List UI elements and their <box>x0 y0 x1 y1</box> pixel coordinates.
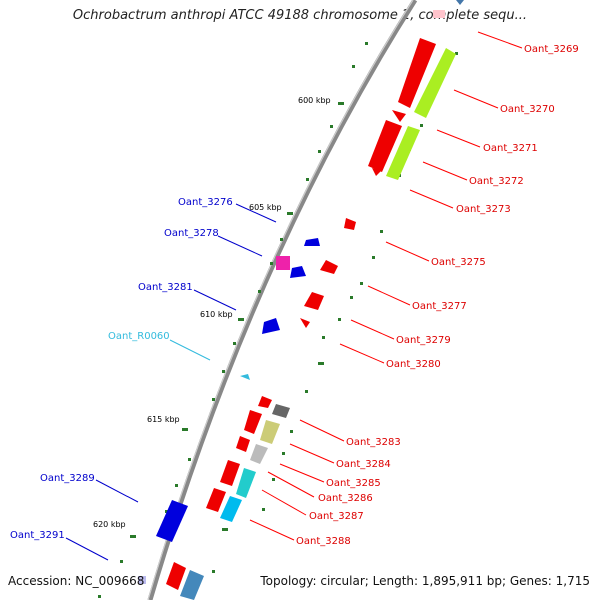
gene-label[interactable]: Oant_3269 <box>524 44 579 55</box>
gene-label[interactable]: Oant_3284 <box>336 459 391 470</box>
gene-label[interactable]: Oant_3280 <box>386 359 441 370</box>
gene-feature[interactable] <box>304 238 320 246</box>
gene-label[interactable]: Oant_3272 <box>469 176 524 187</box>
map-title: Ochrobactrum anthropi ATCC 49188 chromos… <box>72 8 528 23</box>
gene-feature[interactable] <box>236 436 250 452</box>
gene-feature[interactable] <box>276 256 290 270</box>
gene-label[interactable]: Oant_R0060 <box>108 331 170 342</box>
kbp-label: 600 kbp <box>298 96 331 105</box>
gene-feature[interactable] <box>244 410 262 434</box>
gene-label[interactable]: Oant_3289 <box>40 473 95 484</box>
gene-feature[interactable] <box>272 404 290 418</box>
gene-label[interactable]: Oant_3271 <box>483 143 538 154</box>
gene-feature[interactable] <box>300 318 310 328</box>
gene-feature[interactable] <box>386 126 420 180</box>
kbp-label: 620 kbp <box>93 520 126 529</box>
gene-feature[interactable] <box>304 292 324 310</box>
forward-genes <box>166 0 464 600</box>
gene-feature[interactable] <box>138 576 146 584</box>
gene-feature[interactable] <box>456 0 464 5</box>
gene-feature[interactable] <box>240 374 250 380</box>
gene-label[interactable]: Oant_3287 <box>309 511 364 522</box>
gene-feature[interactable] <box>206 488 226 512</box>
gene-label[interactable]: Oant_3286 <box>318 493 373 504</box>
gene-feature[interactable] <box>258 396 272 408</box>
gene-feature[interactable] <box>236 468 256 498</box>
gene-feature[interactable] <box>372 168 382 176</box>
gene-feature[interactable] <box>433 10 445 18</box>
gene-feature[interactable] <box>368 120 402 172</box>
forward-leaders <box>249 31 523 541</box>
gene-feature[interactable] <box>180 570 204 600</box>
kbp-label: 610 kbp <box>200 310 233 319</box>
inner-tick-row <box>98 42 368 598</box>
gene-feature[interactable] <box>166 562 186 590</box>
kbp-label: 615 kbp <box>147 415 180 424</box>
gene-feature[interactable] <box>262 318 280 334</box>
gene-label[interactable]: Oant_3273 <box>456 204 511 215</box>
gene-feature[interactable] <box>414 48 456 118</box>
gene-feature[interactable] <box>392 110 406 122</box>
gene-label[interactable]: Oant_3278 <box>164 228 219 239</box>
gene-feature[interactable] <box>220 460 240 486</box>
gene-feature[interactable] <box>398 38 436 108</box>
gene-label[interactable]: Oant_3281 <box>138 282 193 293</box>
gene-feature[interactable] <box>220 496 242 522</box>
accession-text: Accession: NC_009668 <box>8 574 145 588</box>
gene-feature[interactable] <box>260 420 280 444</box>
reverse-genes <box>138 238 320 584</box>
chromosome-backbone <box>147 0 418 600</box>
reverse-leaders <box>65 203 277 561</box>
gene-label[interactable]: Oant_3270 <box>500 104 555 115</box>
gene-label[interactable]: Oant_3291 <box>10 530 65 541</box>
gene-label[interactable]: Oant_3275 <box>431 257 486 268</box>
gene-feature[interactable] <box>290 266 306 278</box>
kbp-label: 605 kbp <box>249 203 282 212</box>
gene-label[interactable]: Oant_3276 <box>178 197 233 208</box>
gene-label[interactable]: Oant_3288 <box>296 536 351 547</box>
gene-feature[interactable] <box>156 500 188 542</box>
gene-feature[interactable] <box>250 444 268 464</box>
gene-label[interactable]: Oant_3285 <box>326 478 381 489</box>
gene-label[interactable]: Oant_3283 <box>346 437 401 448</box>
gene-label[interactable]: Oant_3277 <box>412 301 467 312</box>
chromosome-backbone-highlight <box>147 0 414 600</box>
gene-feature[interactable] <box>320 260 338 274</box>
gene-label[interactable]: Oant_3279 <box>396 335 451 346</box>
topology-text: Topology: circular; Length: 1,895,911 bp… <box>260 574 590 588</box>
gene-feature[interactable] <box>344 218 356 230</box>
